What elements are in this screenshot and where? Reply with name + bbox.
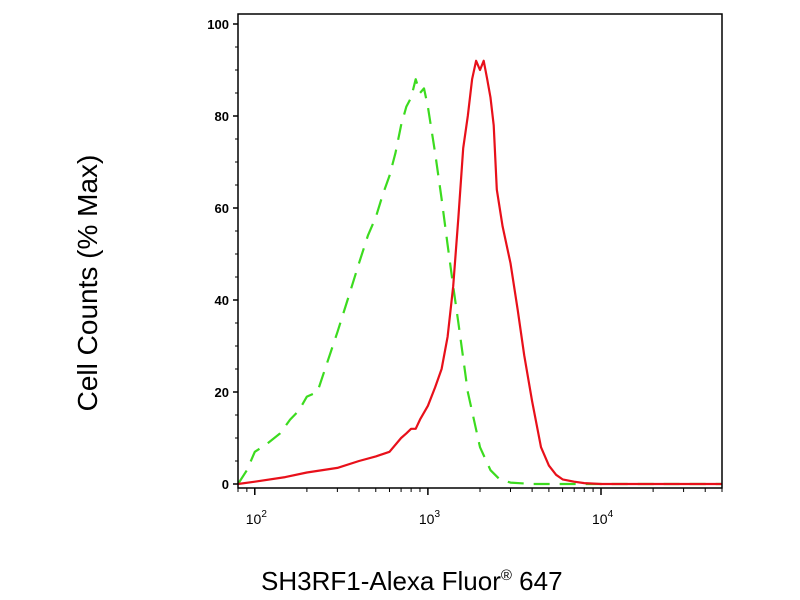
plot-layer <box>237 59 722 486</box>
y-axis-label: Cell Counts (% Max) <box>72 155 103 412</box>
plot-frame <box>237 13 723 489</box>
label-layer: Cell Counts (% Max) SH3RF1-Alexa Fluor® … <box>72 155 563 596</box>
y-tick-label: 20 <box>215 385 229 400</box>
x-tick-label-exponent: 4 <box>608 509 614 520</box>
y-tick-label: 100 <box>207 17 229 32</box>
x-tick-label-base: 10 <box>419 511 435 527</box>
x-tick-label: 104 <box>592 509 614 527</box>
x-tick-label-exponent: 3 <box>434 509 440 520</box>
x-axis-label: SH3RF1-Alexa Fluor® 647 <box>261 566 563 596</box>
x-tick-label-base: 10 <box>246 511 262 527</box>
x-axis-label-superscript: ® <box>501 567 512 584</box>
x-tick-label-base: 10 <box>592 511 608 527</box>
control-series-line <box>237 78 722 486</box>
y-tick-label: 80 <box>215 109 229 124</box>
x-tick-label: 102 <box>246 509 268 527</box>
y-tick-label: 0 <box>222 477 229 492</box>
x-axis-label-suffix: 647 <box>512 566 563 596</box>
x-tick-label-exponent: 2 <box>261 509 267 520</box>
x-axis-label-main: SH3RF1-Alexa Fluor <box>261 566 501 596</box>
y-tick-label: 40 <box>215 293 229 308</box>
sample-series-line <box>237 59 722 486</box>
y-tick-label: 60 <box>215 201 229 216</box>
x-tick-label: 103 <box>419 509 441 527</box>
